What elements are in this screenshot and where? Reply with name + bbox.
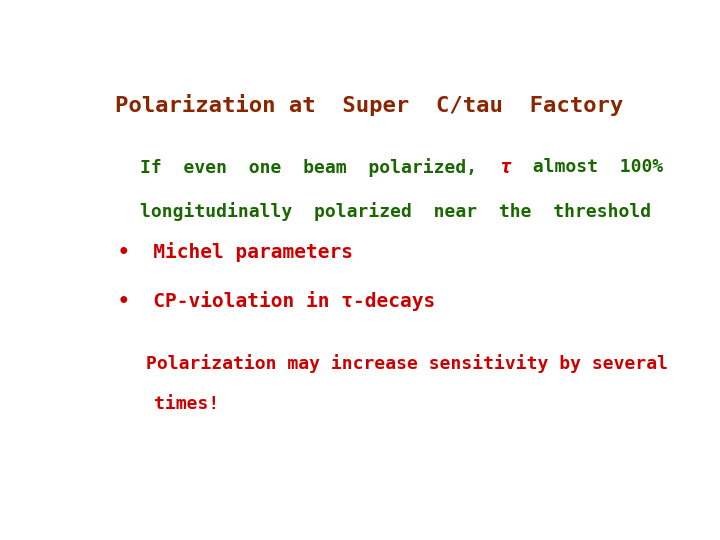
Text: •  CP-violation in τ-decays: • CP-violation in τ-decays bbox=[118, 292, 435, 312]
Text: τ: τ bbox=[499, 158, 511, 177]
Text: longitudinally  polarized  near  the  threshold: longitudinally polarized near the thresh… bbox=[140, 202, 652, 221]
Text: times!: times! bbox=[154, 395, 220, 413]
Text: •  Michel parameters: • Michel parameters bbox=[118, 241, 353, 261]
Text: Polarization may increase sensitivity by several: Polarization may increase sensitivity by… bbox=[145, 354, 668, 373]
Text: If  even  one  beam  polarized,: If even one beam polarized, bbox=[140, 158, 499, 177]
Text: almost  100%: almost 100% bbox=[511, 158, 663, 177]
Text: Polarization at  Super  C/tau  Factory: Polarization at Super C/tau Factory bbox=[115, 94, 623, 116]
